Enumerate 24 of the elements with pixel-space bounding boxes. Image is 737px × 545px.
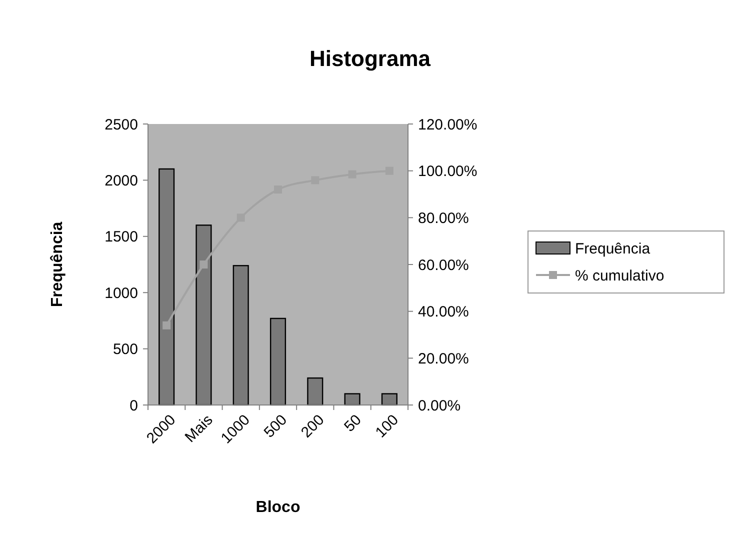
y-axis-title: Frequência [49,222,66,308]
x-axis-title: Bloco [256,499,300,516]
y-tick-label: 0 [130,397,138,414]
x-tick-label: 100 [372,412,402,442]
y2-tick-label: 80.00% [418,210,469,227]
y-tick-label: 1000 [104,284,138,302]
y2-tick-label: 20.00% [418,350,469,368]
y-tick-label: 2000 [104,172,138,190]
y-tick-label: 1500 [104,228,138,246]
y-tick-label: 2500 [104,116,138,134]
point [200,260,208,268]
x-tick-label: 200 [298,412,328,442]
chart-title: Histograma [309,46,432,71]
y2-tick-label: 120.00% [418,116,478,134]
point [162,321,171,330]
x-tick-label: 50 [341,412,365,436]
legend-label: % cumulativo [575,267,664,284]
y2-tick-label: 100.00% [418,163,478,180]
legend-label: Frequência [575,240,651,258]
y2-tick-label: 60.00% [418,256,469,274]
y-tick-label: 500 [112,341,138,358]
x-tick-label: 500 [260,412,291,442]
y2-tick-label: 0.00% [418,397,461,414]
y2-tick-label: 40.00% [418,304,469,321]
